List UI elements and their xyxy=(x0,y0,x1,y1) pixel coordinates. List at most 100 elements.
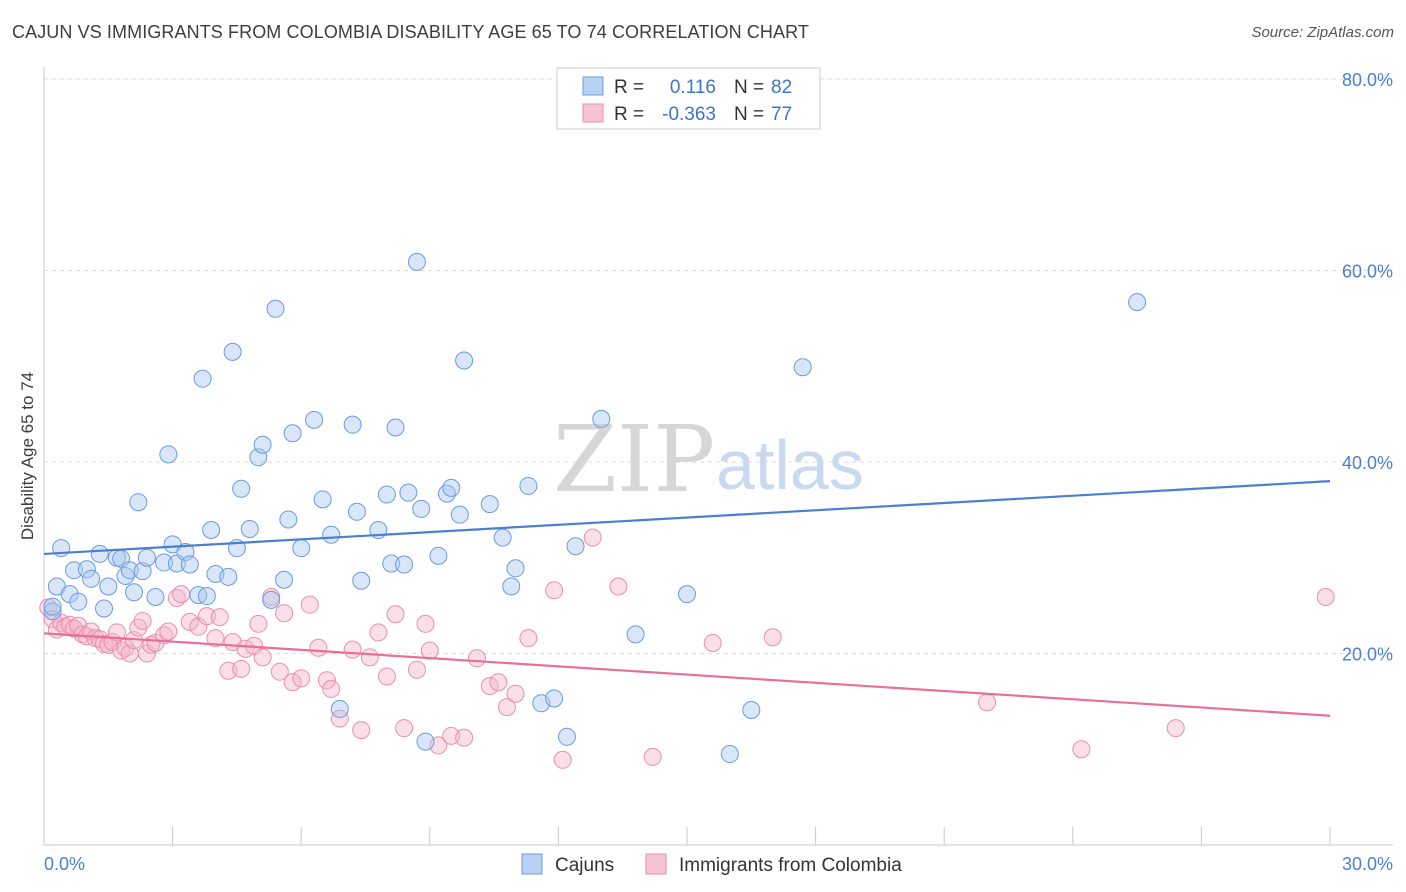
legend-swatch-cajuns xyxy=(521,853,543,875)
axes xyxy=(43,67,1393,846)
colombia-point xyxy=(420,641,439,660)
cajun-point xyxy=(322,525,341,544)
chart-title: CAJUN VS IMMIGRANTS FROM COLOMBIA DISABI… xyxy=(12,22,810,42)
colombia-point xyxy=(283,673,302,692)
colombia-point xyxy=(583,528,602,547)
cajun-point xyxy=(442,478,461,497)
legend-n-label-2: N = xyxy=(734,104,764,125)
colombia-point xyxy=(763,628,782,647)
colombia-point xyxy=(455,728,474,747)
cajun-point xyxy=(429,546,448,565)
colombia-point xyxy=(1166,719,1185,738)
colombia-point xyxy=(609,577,628,596)
cajun-point xyxy=(133,562,152,581)
colombia-point xyxy=(369,623,388,642)
colombia-points xyxy=(39,528,1335,769)
legend-n-value-2: 77 xyxy=(771,104,792,125)
cajun-point xyxy=(69,592,88,611)
trend-lines xyxy=(43,480,1331,717)
cajun-point xyxy=(146,588,165,607)
colombia-point xyxy=(317,671,336,690)
cajun-point xyxy=(545,689,564,708)
cajun-point xyxy=(678,585,696,604)
y-tick-labels: 20.0% 40.0% 60.0% 80.0% xyxy=(1342,70,1393,665)
watermark-atlas: atlas xyxy=(716,426,864,504)
y-tick-label: 40.0% xyxy=(1342,453,1393,473)
legend-r-value-2: -0.363 xyxy=(662,104,716,125)
colombia-point xyxy=(377,667,396,686)
cajun-point xyxy=(399,483,418,502)
cajun-point xyxy=(197,587,216,606)
colombia-point xyxy=(489,673,508,692)
legend-swatch-blue xyxy=(582,76,604,96)
cajun-point xyxy=(557,727,576,746)
colombia-point xyxy=(249,614,268,633)
colombia-point xyxy=(407,660,426,679)
cajun-point xyxy=(506,559,525,578)
legend-n-value-1: 82 xyxy=(771,77,792,98)
cajun-point xyxy=(180,555,199,574)
colombia-point xyxy=(309,638,328,657)
colombia-point xyxy=(343,640,362,659)
cajun-point xyxy=(377,485,396,504)
y-axis-label: Disability Age 65 to 74 xyxy=(18,372,37,540)
colombia-point xyxy=(180,612,199,631)
x-tick-label-min: 0.0% xyxy=(44,854,85,874)
cajun-point xyxy=(566,537,585,556)
cajun-point xyxy=(159,445,178,464)
colombia-point xyxy=(480,677,499,696)
cajun-point xyxy=(742,700,761,719)
legend-swatch-colombia xyxy=(645,853,667,875)
correlation-legend: R = 0.116 N = 82 R = -0.363 N = 77 xyxy=(556,67,821,130)
colombia-point xyxy=(416,614,435,633)
cajun-point xyxy=(626,625,645,644)
colombia-point xyxy=(275,604,294,623)
cajun-point xyxy=(202,520,221,539)
cajun-point xyxy=(480,495,499,514)
cajun-point xyxy=(347,502,366,521)
cajun-point xyxy=(313,490,332,509)
cajun-point xyxy=(412,499,431,518)
cajun-point xyxy=(382,554,401,573)
cajun-point xyxy=(493,528,512,547)
colombia-point xyxy=(232,659,251,678)
cajun-point xyxy=(65,561,84,580)
cajun-point xyxy=(120,561,139,580)
colombia-point xyxy=(172,585,191,604)
colombia-point xyxy=(360,648,379,667)
colombia-point xyxy=(386,605,405,624)
cajun-point xyxy=(279,510,298,529)
y-tick-label: 80.0% xyxy=(1342,70,1393,90)
cajun-point xyxy=(352,571,371,590)
colombia-point xyxy=(300,595,319,614)
cajun-point xyxy=(137,548,156,567)
colombia-point xyxy=(978,693,997,712)
legend-label-colombia: Immigrants from Colombia xyxy=(679,855,902,876)
cajun-point xyxy=(407,252,426,271)
cajun-point xyxy=(330,700,349,719)
cajun-point xyxy=(266,299,285,318)
colombia-point xyxy=(210,608,229,627)
cajun-point xyxy=(90,544,109,563)
colombia-point xyxy=(322,679,341,698)
colombia-point xyxy=(270,662,289,681)
x-tick-label-max: 30.0% xyxy=(1342,854,1393,874)
source-label: Source: ZipAtlas.com xyxy=(1251,24,1394,41)
colombia-point xyxy=(553,750,572,769)
colombia-point xyxy=(467,649,486,668)
colombia-point xyxy=(206,629,225,648)
colombia-point xyxy=(395,719,414,738)
cajun-point xyxy=(43,597,62,616)
cajun-point xyxy=(395,555,414,574)
cajun-point xyxy=(592,409,611,428)
colombia-point xyxy=(1316,588,1335,607)
cajun-point xyxy=(155,553,174,572)
cajun-point xyxy=(416,732,435,751)
cajun-point xyxy=(519,476,538,495)
y-tick-label: 20.0% xyxy=(1342,645,1393,665)
cajun-point xyxy=(253,435,272,454)
cajun-point xyxy=(305,410,324,429)
series-legend: Cajuns Immigrants from Colombia xyxy=(521,853,902,876)
cajun-point xyxy=(43,602,62,621)
